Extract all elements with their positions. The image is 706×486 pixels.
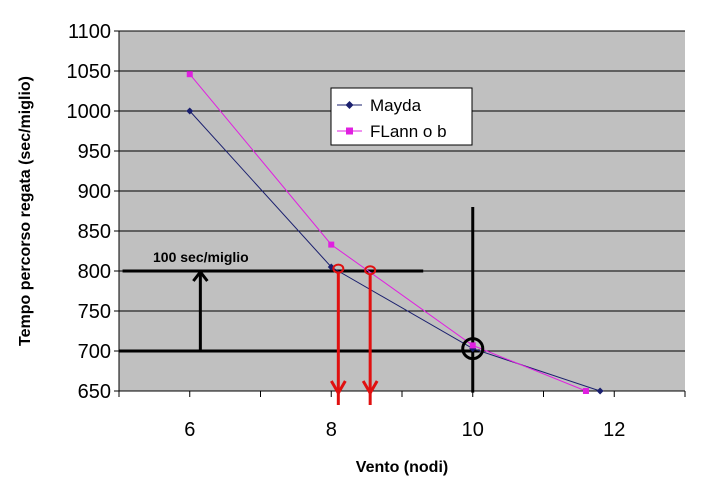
legend-label-flann: FLann o b [370, 122, 447, 141]
y-tick-label-750: 750 [78, 301, 111, 323]
red-arrow-head-0 [330, 380, 347, 396]
series-1-point-1 [328, 241, 335, 248]
series-0-point-3 [596, 387, 604, 395]
y-axis-title: Tempo percorso regata (sec/miglio) [17, 76, 34, 346]
series-line-1 [189, 73, 587, 392]
annotation-overlay [330, 263, 485, 405]
series-0-point-0 [186, 107, 194, 115]
x-axis-title: Vento (nodi) [356, 459, 448, 476]
legend-marker-flann [346, 127, 353, 135]
y-tick-label-700: 700 [78, 341, 111, 363]
series-1-point-3 [582, 388, 589, 394]
x-tick-label-8: 8 [326, 419, 337, 441]
legend-label-mayda: Mayda [370, 96, 422, 115]
y-tick-label-800: 800 [78, 261, 111, 283]
up-arrow-head [192, 269, 209, 282]
x-tick-label-6: 6 [184, 419, 195, 441]
plot-area [119, 31, 685, 391]
legend-marker-mayda [345, 101, 354, 109]
legend-box [330, 87, 473, 146]
y-tick-label-1050: 1050 [67, 61, 112, 83]
x-tick-label-12: 12 [603, 419, 625, 441]
series-1-point-2 [469, 342, 476, 349]
annotation-lines [119, 207, 480, 393]
y-tick-label-1000: 1000 [67, 101, 112, 123]
x-tick-label-10: 10 [462, 419, 484, 441]
y-tick-label-1100: 1100 [68, 21, 111, 43]
y-tick-label-950: 950 [78, 141, 111, 163]
series-group [186, 71, 604, 395]
y-tick-label-650: 650 [78, 381, 111, 403]
red-arrow-head-1 [361, 380, 379, 396]
series-1-point-0 [186, 71, 193, 78]
legend: Mayda FLann o b [330, 87, 473, 146]
y-tick-label-850: 850 [78, 221, 111, 243]
tick-labels: 650 700 750 800 850 900 950 1000 1050 1100 6 8 10 12 [67, 21, 626, 441]
annotation-label: 100 sec/miglio [153, 249, 249, 265]
y-tick-label-900: 900 [78, 181, 111, 203]
gridlines [114, 30, 686, 397]
annotation-circle [461, 337, 485, 361]
series-line-0 [189, 110, 601, 392]
